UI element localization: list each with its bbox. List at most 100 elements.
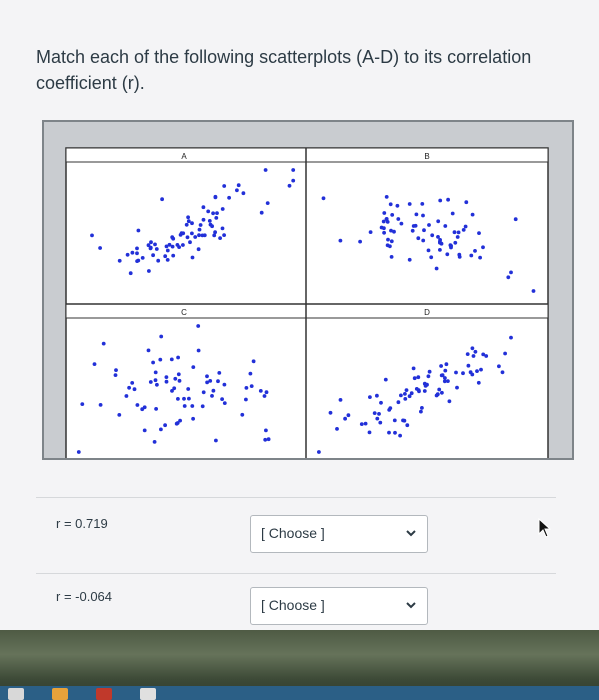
scatter-point [181, 231, 186, 236]
scatter-point [184, 222, 189, 227]
quiz-screen: Match each of the following scatterplots… [0, 0, 599, 640]
taskbar-app-icon[interactable] [96, 688, 112, 700]
scatter-point [455, 235, 460, 239]
scatter-point [422, 228, 426, 233]
scatter-point [389, 228, 393, 233]
scatter-point [378, 420, 383, 425]
scatter-point [220, 226, 225, 231]
scatter-point [411, 366, 416, 371]
scatter-point [427, 369, 432, 374]
scatter-point [205, 380, 210, 385]
scatter-point [174, 421, 179, 426]
taskbar-app-icon[interactable] [8, 688, 24, 700]
scatter-point [266, 437, 271, 442]
scatter-point [404, 388, 409, 392]
scatter-point [407, 257, 412, 262]
scatter-point [414, 212, 419, 217]
scatter-point [443, 224, 448, 228]
scatter-point [92, 362, 97, 366]
scatter-point [368, 395, 372, 399]
scatter-point [156, 258, 161, 263]
scatter-point [477, 231, 481, 235]
scatter-point [211, 388, 216, 393]
scatter-point [422, 389, 427, 393]
scatter-point [208, 379, 213, 383]
scatter-point [201, 217, 206, 222]
choose-dropdown-1[interactable]: [ Choose ] [250, 515, 428, 553]
scatter-point [436, 235, 440, 239]
scatter-point [471, 354, 476, 358]
scatter-point [214, 216, 219, 220]
scatter-point [188, 240, 192, 245]
chevron-down-icon [406, 602, 416, 609]
scatter-point [206, 209, 211, 214]
scatter-point [385, 243, 390, 248]
scatter-point [98, 246, 102, 250]
taskbar-app-icon[interactable] [52, 688, 68, 700]
scatter-point [456, 230, 461, 235]
scatter-point [398, 433, 402, 438]
scatter-point [177, 378, 182, 383]
scatter-point [222, 233, 227, 237]
scatter-point [132, 387, 137, 392]
scatter-point [440, 390, 444, 395]
scatter-point [222, 382, 227, 387]
scatter-point [403, 392, 407, 396]
scatter-point [200, 404, 205, 409]
scatter-point [443, 368, 448, 373]
scatter-point [220, 397, 225, 401]
scatter-point [421, 213, 425, 218]
scatter-point [198, 223, 203, 227]
question-text: Match each of the following scatterplots… [36, 47, 532, 93]
scatter-point [76, 450, 81, 454]
scatter-point [443, 376, 447, 380]
scatter-point [531, 289, 536, 293]
scatter-point [187, 396, 191, 401]
scatter-point [463, 224, 468, 229]
scatter-point [423, 384, 428, 388]
scatter-point [236, 183, 241, 188]
scatter-point [452, 230, 457, 235]
scatter-point [448, 243, 453, 248]
scatter-point [338, 398, 343, 402]
scatter-point [178, 418, 183, 423]
scatter-point [154, 407, 158, 411]
scatter-point [509, 270, 513, 275]
scatter-point [446, 197, 450, 202]
scatter-point [509, 335, 513, 340]
scatter-point [171, 253, 176, 258]
scatter-point [101, 341, 106, 346]
plot-area [65, 147, 549, 458]
scatter-point [328, 410, 333, 415]
scatter-point [125, 252, 130, 257]
scatter-point [379, 400, 383, 405]
scatter-point [151, 253, 155, 258]
scatter-point [211, 211, 216, 216]
scatter-point [457, 255, 462, 259]
scatter-point [358, 239, 362, 244]
scatter-point [381, 219, 386, 224]
scatter-point [151, 360, 155, 365]
scatter-point [196, 247, 201, 252]
scatter-point [417, 389, 421, 394]
scatter-point [214, 438, 218, 443]
scatter-point [379, 225, 384, 230]
scatter-point [164, 244, 169, 249]
scatter-point [136, 258, 141, 263]
scatter-point [164, 379, 169, 384]
scatter-point [412, 376, 417, 381]
scatter-point [170, 244, 175, 249]
scatter-point [172, 386, 177, 391]
scatter-point [170, 235, 175, 240]
scatter-point [470, 346, 475, 351]
scatter-point [291, 178, 296, 183]
scatter-point [264, 390, 269, 395]
scatter-point [478, 255, 482, 260]
scatter-point [416, 375, 421, 380]
scatter-point [153, 378, 158, 383]
taskbar-app-icon[interactable] [140, 688, 156, 700]
panel-b-label: B [424, 152, 429, 161]
choose-dropdown-2[interactable]: [ Choose ] [250, 587, 428, 625]
scatter-point [401, 418, 405, 423]
scatter-point [375, 416, 380, 421]
